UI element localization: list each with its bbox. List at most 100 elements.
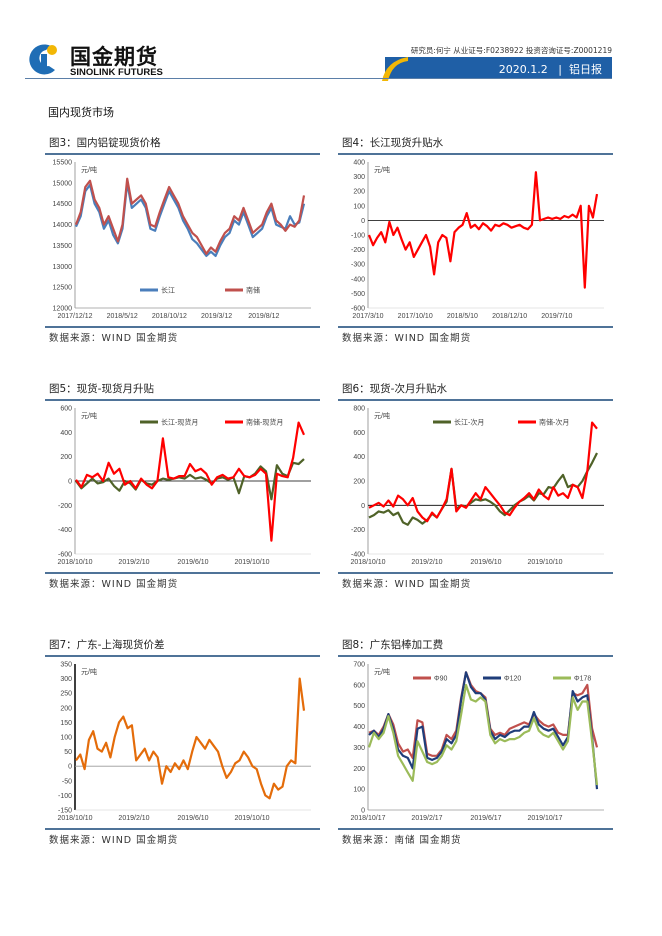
y-tick-label: -200	[351, 527, 365, 534]
x-tick-label: 2019/6/17	[470, 815, 501, 822]
x-tick-label: 2019/8/12	[248, 313, 279, 320]
y-tick-label: 300	[60, 676, 72, 683]
logo-text-cn: 国金期货	[70, 45, 158, 69]
y-tick-label: 300	[353, 174, 365, 181]
chart-title: 图4：长江现货升贴水	[342, 137, 444, 149]
x-tick-label: 2019/6/10	[470, 559, 501, 566]
x-tick-label: 2018/10/17	[350, 815, 385, 822]
y-tick-label: -200	[58, 503, 72, 510]
source-rule	[45, 326, 320, 328]
x-tick-label: 2018/12/10	[492, 313, 527, 320]
x-tick-label: 2018/10/10	[57, 815, 92, 822]
y-tick-label: 400	[60, 430, 72, 437]
y-tick-label: 600	[353, 682, 365, 689]
x-tick-label: 2019/10/10	[234, 815, 269, 822]
x-tick-label: 2019/2/10	[411, 559, 442, 566]
x-tick-label: 2019/3/12	[201, 313, 232, 320]
series-line-0	[368, 452, 598, 526]
y-tick-label: 100	[353, 787, 365, 794]
researcher-info: 研究员:何宁 从业证号:F0238922 投资咨询证号:Z0001219	[410, 46, 612, 55]
y-tick-label: 0	[361, 218, 365, 225]
y-tick-label: 350	[60, 662, 72, 669]
chart-title: 图6：现货-次月升贴水	[342, 383, 447, 395]
x-tick-label: 2018/10/10	[57, 559, 92, 566]
x-tick-label: 2018/10/10	[350, 559, 385, 566]
report-name: 铝日报	[569, 63, 602, 76]
y-tick-label: 0	[68, 479, 72, 486]
chart-source: 数据来源：WIND 国金期货	[49, 835, 179, 846]
y-tick-label: 0	[361, 808, 365, 815]
title-rule	[45, 655, 320, 657]
y-tick-label: -500	[351, 291, 365, 298]
x-tick-label: 2019/10/10	[234, 559, 269, 566]
x-tick-label: 2018/5/12	[107, 313, 138, 320]
chart-c6: -400 -200 0 200 400 600 800 元/吨 2018/10/10 2019/2…	[350, 406, 604, 566]
y-tick-label: -150	[58, 808, 72, 815]
x-tick-label: 2017/3/10	[352, 313, 383, 320]
y-tick-label: 400	[353, 724, 365, 731]
series-line-0	[75, 677, 306, 800]
series-line-1	[74, 177, 306, 255]
chart-source: 数据来源：WIND 国金期货	[342, 579, 472, 590]
series-line-2	[367, 683, 599, 786]
chart-panel-c6: 图6：现货-次月升贴水 数据来源：WIND 国金期货 -400 -200 0 200 40…	[338, 378, 613, 593]
y-tick-label: 14000	[53, 222, 73, 229]
y-tick-label: 300	[353, 745, 365, 752]
chart-title: 图5：现货-现货月升贴	[49, 383, 154, 395]
y-tick-label: 13000	[53, 264, 73, 271]
chart-source: 数据来源：WIND 国金期货	[342, 333, 472, 344]
y-tick-label: -50	[62, 778, 72, 785]
legend-label: 长江-次月	[454, 418, 484, 427]
y-tick-label: 12500	[53, 285, 73, 292]
chart-c8: 0 100 200 300 400 500 600 700 元/吨 2018/10/17 2019/…	[350, 662, 604, 822]
y-tick-label: 12000	[53, 306, 73, 313]
y-tick-label: 0	[361, 503, 365, 510]
series-line-0	[75, 458, 305, 501]
section-title: 国内现货市场	[48, 106, 114, 119]
y-tick-label: 15500	[53, 160, 73, 167]
x-tick-label: 2019/2/10	[118, 559, 149, 566]
legend-label: Φ90	[434, 676, 447, 683]
y-tick-label: 400	[353, 454, 365, 461]
y-tick-label: -600	[58, 552, 72, 559]
y-tick-label: -400	[351, 552, 365, 559]
y-tick-label: 250	[60, 691, 72, 698]
x-tick-label: 2018/10/12	[152, 313, 187, 320]
x-tick-label: 2019/10/10	[527, 559, 562, 566]
source-rule	[338, 828, 613, 830]
unit-label: 元/吨	[374, 411, 390, 420]
x-tick-label: 2019/2/17	[411, 815, 442, 822]
y-tick-label: -400	[351, 276, 365, 283]
chart-c4: -600 -500 -400 -300 -200 -100 0 100 200 300 400 元/吨…	[351, 160, 604, 320]
header-divider	[25, 78, 612, 79]
x-tick-label: 2017/12/12	[57, 313, 92, 320]
report-date: 2020.1.2	[498, 63, 548, 76]
title-rule	[45, 153, 320, 155]
source-rule	[45, 572, 320, 574]
y-tick-label: -600	[351, 306, 365, 313]
y-tick-label: 100	[353, 203, 365, 210]
series-line-0	[74, 181, 306, 258]
unit-label: 元/吨	[374, 165, 390, 174]
y-tick-label: 200	[60, 705, 72, 712]
chart-source: 数据来源：WIND 国金期货	[49, 333, 179, 344]
y-tick-label: 200	[353, 189, 365, 196]
y-tick-label: 800	[353, 406, 365, 413]
chart-c7: -150 -100 -50 0 50 100 150 200 250 300 350 元/吨 2018/…	[57, 662, 311, 822]
chart-panel-c4: 图4：长江现货升贴水 数据来源：WIND 国金期货 -600 -500 -400 -30…	[338, 132, 613, 347]
separator: |	[558, 63, 562, 76]
x-tick-label: 2017/10/10	[398, 313, 433, 320]
x-tick-label: 2019/6/10	[177, 815, 208, 822]
legend-label: 长江-现货月	[161, 418, 198, 427]
series-line-0	[367, 171, 599, 289]
legend-label: 南储-次月	[539, 418, 569, 427]
logo-text-en: SINOLINK FUTURES	[70, 67, 163, 78]
chart-source: 数据来源：WIND 国金期货	[49, 579, 179, 590]
y-tick-label: 15000	[53, 180, 73, 187]
chart-title: 图8：广东铝棒加工费	[342, 639, 444, 651]
y-tick-label: 13500	[53, 243, 73, 250]
legend-label: 南储	[246, 286, 260, 295]
chart-title: 图3：国内铝锭现货价格	[49, 137, 161, 149]
chart-panel-c7: 图7：广东-上海现货价差 数据来源：WIND 国金期货 -150 -100 -50 0 5…	[45, 634, 320, 849]
